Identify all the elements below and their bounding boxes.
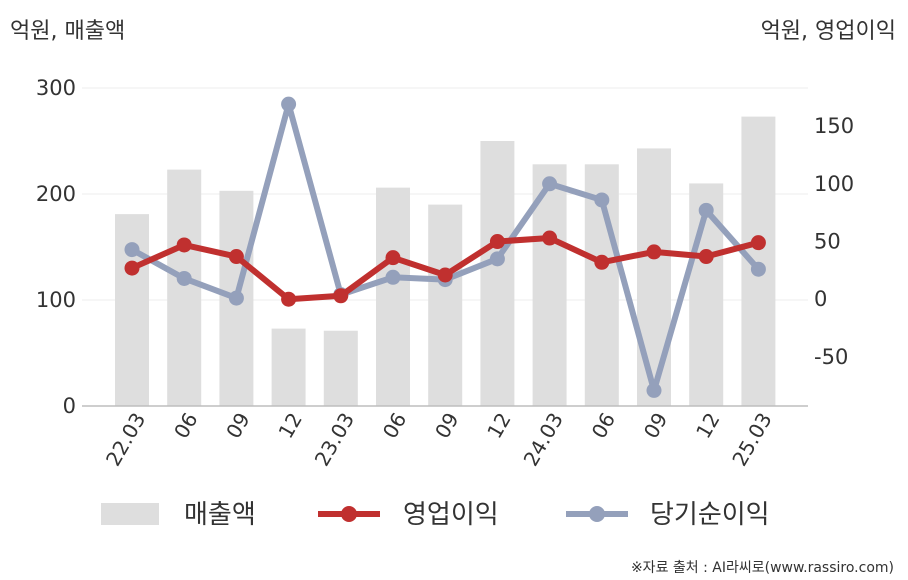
series-point: [489, 234, 505, 250]
bar-revenue: [480, 141, 515, 406]
series-point: [385, 269, 401, 285]
series-point: [698, 249, 714, 265]
series-point: [698, 202, 714, 218]
x-tick-label: 06: [378, 409, 412, 443]
right-tick-label: 100: [814, 172, 854, 196]
x-tick-label: 12: [482, 409, 516, 443]
bar-revenue: [167, 169, 202, 406]
right-tick-label: 50: [814, 230, 841, 254]
series-point: [228, 249, 244, 265]
series-point: [176, 270, 192, 286]
bar-revenue: [741, 116, 776, 407]
bar-revenue: [428, 204, 463, 406]
series-point: [437, 267, 453, 283]
left-tick-label: 100: [36, 288, 76, 312]
left-axis-ticks: 0 100 200 300: [36, 76, 76, 418]
left-axis-unit-label: 억원, 매출액: [10, 19, 125, 44]
series-point: [124, 242, 140, 258]
left-tick-label: 200: [36, 182, 76, 206]
x-tick-label: 22.03: [101, 409, 150, 471]
series-point: [594, 192, 610, 208]
left-tick-label: 0: [63, 394, 76, 418]
series-point: [542, 230, 558, 246]
series-point: [594, 254, 610, 270]
legend: 매출액 영업이익 당기순이익: [101, 500, 770, 530]
series-point: [333, 288, 349, 304]
x-axis-ticks: 22.03 06 09 12 23.03 06 09 12 24.03 06 09 12 25.03: [101, 409, 777, 471]
x-tick-label: 25.03: [727, 409, 776, 471]
series-point: [228, 290, 244, 306]
x-tick-label: 09: [221, 409, 255, 443]
bar-revenue: [271, 328, 306, 406]
legend-marker-net-income: [589, 506, 605, 522]
legend-label-net-income: 당기순이익: [650, 500, 770, 530]
bar-series-revenue: [115, 116, 776, 407]
series-point: [176, 237, 192, 253]
line-series: [124, 96, 766, 398]
series-point: [281, 96, 297, 112]
series-point: [385, 250, 401, 266]
legend-label-operating-profit: 영업이익: [403, 500, 499, 530]
series-point: [646, 244, 662, 260]
right-tick-label: 150: [814, 114, 854, 138]
x-tick-label: 06: [587, 409, 621, 443]
right-axis-ticks: -50 0 50 100 150: [814, 114, 854, 369]
bar-revenue: [376, 187, 410, 406]
bar-revenue: [637, 148, 671, 407]
x-tick-label: 12: [273, 409, 307, 443]
x-tick-label: 12: [691, 409, 725, 443]
x-tick-label: 24.03: [519, 409, 568, 471]
legend-swatch-revenue: [101, 503, 159, 525]
x-tick-label: 09: [639, 409, 673, 443]
source-text: ※자료 출처 : AI라씨로(www.rassiro.com): [631, 560, 894, 576]
legend-label-revenue: 매출액: [184, 500, 256, 530]
x-tick-label: 06: [169, 409, 203, 443]
left-tick-label: 300: [36, 76, 76, 100]
series-point: [542, 176, 558, 192]
right-tick-label: 0: [814, 287, 827, 311]
x-tick-label: 09: [430, 409, 464, 443]
series-point: [646, 382, 662, 398]
right-tick-label: -50: [814, 345, 848, 369]
bar-revenue: [323, 330, 358, 406]
series-point: [124, 260, 140, 276]
right-axis-unit-label: 억원, 영업이익: [761, 19, 896, 44]
x-tick-label: 23.03: [310, 409, 359, 471]
series-point: [281, 291, 297, 307]
series-point: [750, 261, 766, 277]
series-point: [750, 235, 766, 251]
series-point: [489, 251, 505, 267]
legend-marker-operating-profit: [341, 506, 357, 522]
